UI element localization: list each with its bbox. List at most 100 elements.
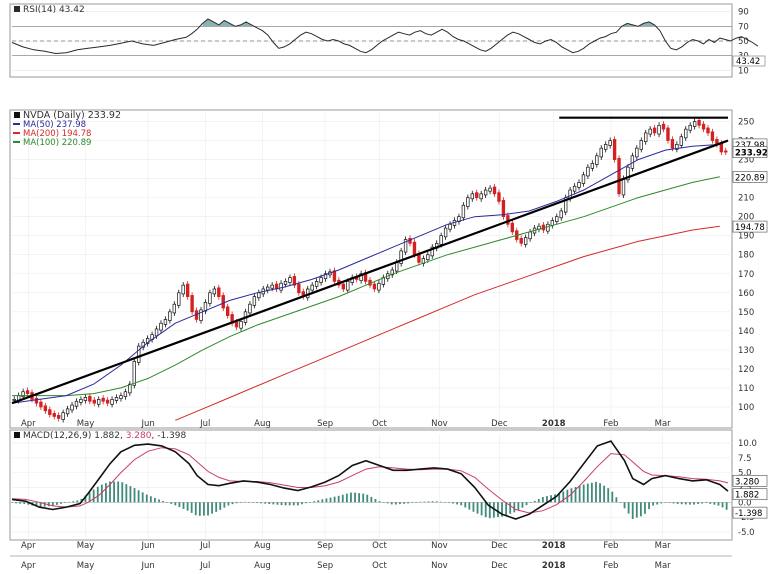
ma200-legend-label: MA(200) 194.78 (23, 129, 91, 139)
price-x-tick-label: Aug (254, 419, 271, 429)
macd-hist-bar (497, 502, 499, 518)
macd-hist-bar (39, 502, 42, 507)
candle-body (399, 250, 403, 264)
candle-body (123, 391, 128, 398)
macd-x-tick-label: Feb (603, 541, 618, 551)
price-tick-label: 110 (738, 384, 754, 394)
price-gridlines (12, 112, 732, 426)
candle-body (177, 292, 181, 306)
candle-body (595, 155, 599, 165)
candle-body (341, 283, 346, 290)
candle-body (604, 144, 608, 150)
candle-body (617, 158, 621, 195)
macd-hist-bar (72, 501, 75, 503)
candle-body (372, 283, 377, 290)
candle-body (239, 320, 243, 329)
macd-hist-bar (329, 497, 332, 503)
macd-hist-bar (419, 501, 422, 503)
candle-body (675, 144, 679, 150)
candle-body (57, 414, 61, 419)
macd-hist-bar (684, 502, 687, 505)
candle-body (475, 192, 479, 198)
macd-hist-bar (468, 502, 471, 510)
macd-hist-bar (178, 502, 181, 508)
candle-body (97, 399, 101, 405)
macd-hist-bar (378, 501, 381, 503)
price-tick-label: 200 (738, 213, 754, 223)
price-tag-value: 237.98 (735, 141, 765, 151)
macd-hist-bar (362, 493, 365, 503)
candle-body (159, 322, 163, 331)
price-tick-label: 170 (738, 270, 754, 280)
price-x-axis: Apr May Jun Jul Aug Sep Oct Nov Dec 2018 Feb Mar (21, 419, 671, 429)
macd-hist-bar (227, 502, 230, 506)
candle-body (430, 246, 434, 257)
candle-body (257, 292, 261, 299)
macd-hist-bar (374, 499, 377, 503)
macd-tick-label: 5.0 (738, 469, 752, 479)
macd-hist-bar (427, 501, 430, 503)
macd-hist-bar (203, 502, 205, 516)
bottom-x-tick-label: Apr (21, 561, 36, 571)
trendlines (11, 116, 729, 405)
macd-hist-bar (354, 492, 356, 503)
macd-hist-bar (725, 502, 728, 510)
candle-body (443, 227, 448, 238)
candle-body (666, 127, 670, 141)
macd-hist-bar (162, 501, 164, 503)
price-tag-box (732, 220, 768, 233)
macd-hist-bar (56, 502, 58, 505)
price-x-tick-label: Sep (317, 419, 333, 429)
macd-hist-bar (247, 502, 250, 503)
macd-hist-bar (448, 502, 450, 503)
candle-body (635, 147, 639, 158)
candle-body (323, 273, 328, 280)
candle-body (288, 277, 292, 283)
candle-body (439, 235, 443, 245)
macd-hist-bar (623, 502, 626, 509)
ma100-line (12, 176, 720, 397)
macd-histogram (11, 481, 728, 519)
macd-hist-bar (697, 502, 699, 505)
macd-hist-bar (648, 502, 650, 510)
macd-hist-bar (578, 485, 581, 503)
candle-body (479, 193, 483, 200)
macd-hist-bar (47, 502, 50, 507)
macd-hist-bar (615, 497, 618, 503)
candle-body (346, 281, 350, 291)
macd-tag-value: 1.882 (735, 491, 759, 501)
price-panel-frame (9, 109, 733, 429)
macd-hist-bar (292, 502, 295, 506)
macd-hist-bar (154, 497, 156, 503)
candle-body (163, 319, 168, 325)
candle-body (252, 296, 257, 306)
macd-hist-bar (284, 502, 287, 506)
macd-hist-bar (472, 502, 475, 512)
macd-hist-bar (566, 489, 569, 503)
macd-hist-bar (333, 496, 336, 503)
macd-hist-bar (546, 496, 548, 503)
macd-tag-box (732, 506, 768, 519)
macd-hist-bar (517, 502, 520, 511)
price-candles (12, 117, 728, 423)
candle-body (621, 178, 626, 196)
rsi-overbought-area (202, 19, 252, 27)
macd-hist-bar (272, 502, 275, 505)
macd-hist-bar (705, 502, 708, 503)
macd-hist-bar (717, 502, 720, 506)
macd-title-signal: 3.280 (126, 431, 152, 441)
macd-hist-bar (345, 493, 348, 503)
price-x-tick-label: Dec (491, 419, 508, 429)
rsi-last-value: 43.42 (736, 57, 760, 67)
candle-body (657, 124, 661, 135)
macd-hist-bar (141, 492, 144, 503)
macd-hist-bar (501, 502, 503, 517)
macd-hist-bar (382, 502, 385, 503)
rsi-legend-swatch (14, 6, 20, 12)
macd-hist-bar (394, 502, 397, 505)
price-tag-value: 220.89 (735, 173, 765, 183)
macd-hist-bar (252, 502, 254, 503)
candle-body (185, 283, 190, 297)
macd-hist-bar (541, 496, 544, 503)
macd-x-tick-label: May (77, 541, 95, 551)
